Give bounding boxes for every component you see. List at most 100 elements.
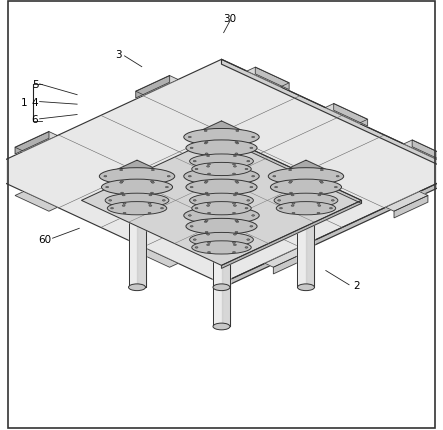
Ellipse shape bbox=[190, 194, 253, 208]
Ellipse shape bbox=[193, 239, 196, 241]
Ellipse shape bbox=[206, 166, 210, 168]
Ellipse shape bbox=[319, 181, 323, 183]
Ellipse shape bbox=[206, 156, 210, 157]
Polygon shape bbox=[213, 177, 230, 288]
Ellipse shape bbox=[235, 232, 238, 233]
Ellipse shape bbox=[190, 226, 193, 227]
Ellipse shape bbox=[105, 194, 169, 208]
Ellipse shape bbox=[190, 233, 253, 247]
Polygon shape bbox=[113, 161, 161, 183]
Text: 2: 2 bbox=[353, 280, 360, 290]
Ellipse shape bbox=[213, 245, 230, 252]
Ellipse shape bbox=[99, 168, 175, 185]
Ellipse shape bbox=[245, 247, 248, 249]
Ellipse shape bbox=[233, 243, 236, 244]
Polygon shape bbox=[412, 141, 443, 163]
Ellipse shape bbox=[184, 168, 259, 185]
Ellipse shape bbox=[151, 181, 153, 183]
Ellipse shape bbox=[252, 215, 255, 217]
Polygon shape bbox=[213, 138, 230, 249]
Ellipse shape bbox=[190, 187, 193, 188]
Ellipse shape bbox=[290, 193, 292, 194]
Polygon shape bbox=[273, 252, 307, 274]
Polygon shape bbox=[136, 77, 170, 99]
Polygon shape bbox=[15, 132, 58, 152]
Ellipse shape bbox=[233, 234, 237, 236]
Ellipse shape bbox=[213, 134, 230, 141]
Ellipse shape bbox=[205, 220, 208, 222]
Polygon shape bbox=[222, 177, 230, 288]
Ellipse shape bbox=[120, 193, 124, 194]
Ellipse shape bbox=[236, 131, 239, 132]
Ellipse shape bbox=[235, 193, 238, 194]
Ellipse shape bbox=[186, 141, 257, 157]
Ellipse shape bbox=[105, 187, 109, 188]
Polygon shape bbox=[15, 192, 58, 212]
Polygon shape bbox=[265, 248, 307, 267]
Ellipse shape bbox=[195, 247, 198, 249]
Ellipse shape bbox=[276, 202, 336, 215]
Ellipse shape bbox=[188, 137, 191, 138]
Ellipse shape bbox=[320, 170, 323, 172]
Polygon shape bbox=[0, 60, 443, 284]
Ellipse shape bbox=[120, 182, 123, 184]
Ellipse shape bbox=[204, 143, 207, 144]
Ellipse shape bbox=[207, 252, 210, 253]
Ellipse shape bbox=[250, 226, 253, 227]
Ellipse shape bbox=[184, 207, 259, 224]
Ellipse shape bbox=[233, 195, 237, 197]
Ellipse shape bbox=[190, 155, 253, 169]
Ellipse shape bbox=[213, 173, 230, 180]
Polygon shape bbox=[247, 68, 289, 88]
Ellipse shape bbox=[292, 203, 295, 205]
Ellipse shape bbox=[206, 234, 210, 236]
Ellipse shape bbox=[188, 215, 191, 217]
Ellipse shape bbox=[233, 245, 237, 246]
Ellipse shape bbox=[192, 241, 251, 255]
Ellipse shape bbox=[233, 164, 236, 166]
Ellipse shape bbox=[184, 129, 259, 146]
Ellipse shape bbox=[275, 187, 278, 188]
Polygon shape bbox=[198, 200, 245, 222]
Ellipse shape bbox=[289, 170, 291, 172]
Polygon shape bbox=[128, 177, 145, 288]
Ellipse shape bbox=[207, 174, 210, 175]
Ellipse shape bbox=[336, 176, 339, 178]
Ellipse shape bbox=[250, 187, 253, 188]
Ellipse shape bbox=[192, 163, 251, 176]
Ellipse shape bbox=[233, 252, 236, 253]
Ellipse shape bbox=[206, 195, 210, 197]
Ellipse shape bbox=[236, 209, 239, 211]
Polygon shape bbox=[284, 191, 328, 211]
Ellipse shape bbox=[122, 206, 125, 207]
Ellipse shape bbox=[193, 161, 196, 163]
Ellipse shape bbox=[192, 202, 251, 215]
Ellipse shape bbox=[122, 195, 125, 197]
Ellipse shape bbox=[205, 232, 208, 233]
Ellipse shape bbox=[278, 200, 281, 202]
Ellipse shape bbox=[252, 137, 255, 138]
Ellipse shape bbox=[233, 174, 236, 175]
Ellipse shape bbox=[235, 220, 238, 222]
Ellipse shape bbox=[186, 219, 257, 235]
Ellipse shape bbox=[245, 208, 248, 209]
Ellipse shape bbox=[160, 208, 163, 209]
Polygon shape bbox=[222, 138, 230, 249]
Ellipse shape bbox=[213, 212, 230, 219]
Ellipse shape bbox=[245, 169, 248, 170]
Polygon shape bbox=[222, 201, 361, 269]
Ellipse shape bbox=[250, 148, 253, 149]
Polygon shape bbox=[334, 104, 368, 127]
Ellipse shape bbox=[235, 142, 238, 144]
Text: 1: 1 bbox=[21, 98, 27, 108]
Ellipse shape bbox=[107, 202, 167, 215]
Polygon shape bbox=[198, 161, 245, 183]
Ellipse shape bbox=[320, 182, 323, 184]
Polygon shape bbox=[213, 216, 230, 327]
Ellipse shape bbox=[204, 131, 207, 132]
Ellipse shape bbox=[195, 169, 198, 170]
Text: 4: 4 bbox=[32, 97, 39, 108]
Polygon shape bbox=[222, 136, 361, 204]
Ellipse shape bbox=[120, 181, 124, 183]
Polygon shape bbox=[255, 68, 289, 90]
